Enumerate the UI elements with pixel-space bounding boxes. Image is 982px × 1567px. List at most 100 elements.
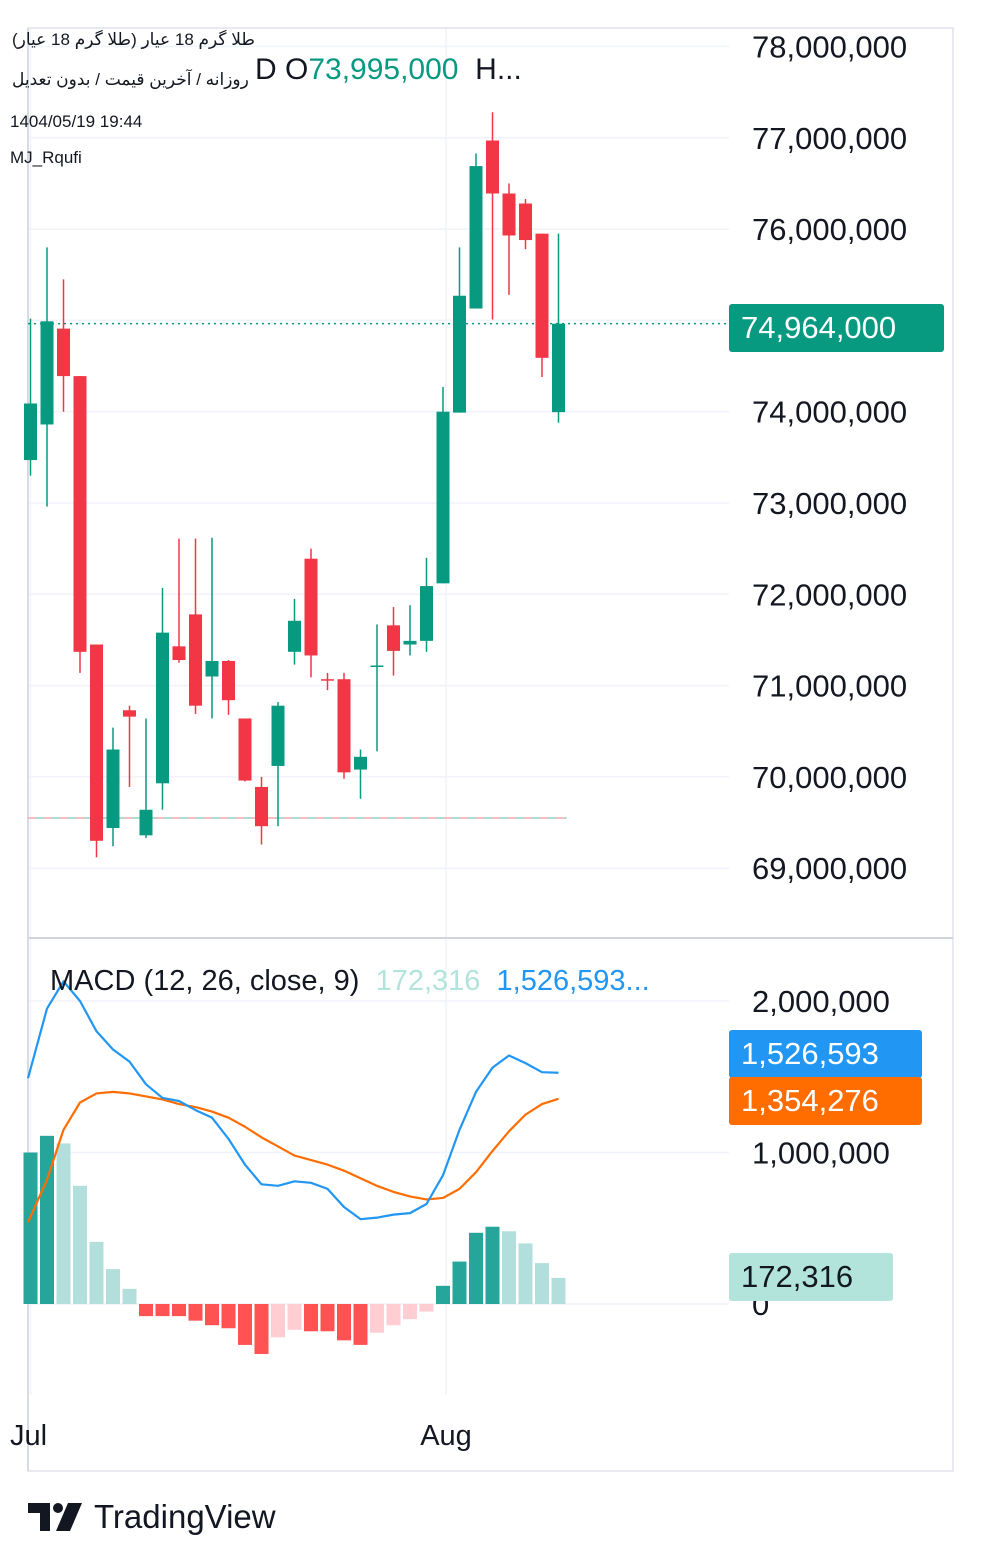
histogram-bar	[502, 1231, 516, 1304]
candle	[354, 749, 367, 799]
histogram-bar	[436, 1285, 450, 1304]
candle-body	[205, 660, 219, 677]
candle	[106, 727, 120, 847]
instrument-title: طلا گرم 18 عیار (طلا گرم 18 عیار)	[12, 30, 255, 49]
histogram-bar	[485, 1226, 500, 1304]
candle-body	[106, 749, 120, 829]
histogram-bar	[221, 1304, 236, 1329]
candle	[57, 279, 70, 412]
candle	[519, 198, 532, 250]
price-tick-label: 70,000,000	[752, 760, 907, 795]
candle-body	[24, 403, 37, 461]
histogram-bar	[320, 1304, 335, 1332]
candle	[436, 387, 450, 584]
tradingview-logo-icon	[28, 1503, 82, 1531]
candle-body	[469, 166, 483, 309]
macd-line	[26, 980, 559, 1221]
price-tick-label: 74,000,000	[752, 395, 907, 430]
histogram-bar	[254, 1304, 269, 1354]
histogram-bar	[40, 1135, 54, 1304]
candle	[172, 538, 186, 663]
time-tick-label: Jul	[10, 1420, 47, 1452]
candle-body	[337, 679, 351, 773]
candle	[453, 247, 466, 413]
histogram-bar	[56, 1143, 71, 1304]
histogram-bar	[403, 1304, 417, 1320]
candle	[156, 587, 169, 810]
price-tick-label: 71,000,000	[752, 669, 907, 704]
open-value: 73,995,000	[308, 53, 459, 86]
price-tick-label: 73,000,000	[752, 486, 907, 521]
candle-body	[255, 786, 268, 827]
candle	[486, 112, 499, 320]
histogram-bar	[122, 1288, 137, 1304]
candle	[552, 233, 565, 423]
candle	[40, 247, 54, 507]
chart-subtitle: روزانه / آخرین قیمت / بدون تعدیل	[12, 70, 249, 89]
histogram-bar	[304, 1304, 318, 1332]
histogram-bar	[238, 1304, 252, 1345]
candle-body	[420, 586, 433, 641]
last-price-label: 74,964,000	[729, 304, 944, 352]
candle	[238, 718, 252, 782]
candle-body	[123, 710, 136, 717]
histogram-bar	[551, 1277, 566, 1304]
candle-body	[403, 640, 417, 645]
signal-line-label: 1,354,276	[729, 1077, 922, 1125]
candle-body	[502, 193, 516, 236]
candle	[420, 557, 433, 652]
macd-histogram	[23, 1135, 566, 1354]
tradingview-brand: TradingView	[94, 1498, 276, 1535]
candle	[304, 548, 318, 678]
macd-value: 1,526,593...	[496, 965, 650, 997]
candle	[469, 153, 483, 309]
candle-body	[189, 614, 202, 706]
price-tick-label: 72,000,000	[752, 577, 907, 612]
macd-legend[interactable]: MACD (12, 26, close, 9) 172,316 1,526,59…	[50, 965, 650, 998]
price-axis[interactable]: 78,000,000 77,000,000 76,000,000 74,000,000…	[752, 30, 907, 887]
candle	[24, 318, 37, 476]
macd-lines	[26, 980, 559, 1223]
histogram-bar	[370, 1304, 384, 1333]
candle-body	[139, 809, 153, 836]
histogram-bar	[139, 1304, 153, 1317]
candle	[387, 607, 400, 676]
candle-body	[486, 140, 499, 194]
candle-body	[387, 625, 400, 651]
histogram-bar	[386, 1304, 401, 1326]
snapshot-datetime: 1404/05/19 19:44	[10, 112, 143, 131]
candle-body	[436, 411, 450, 584]
histogram-bar	[73, 1185, 87, 1304]
ohlc-legend: D O73,995,000 H...	[255, 53, 522, 87]
macd-line-label: 1,526,593	[729, 1030, 922, 1078]
candle-body	[271, 705, 285, 766]
candle-body	[304, 558, 318, 656]
histogram-bar	[205, 1304, 219, 1326]
histogram-bar	[535, 1263, 549, 1304]
candle-body	[40, 321, 54, 425]
time-axis[interactable]: Jul Aug	[10, 1420, 472, 1452]
histogram-bar	[106, 1269, 120, 1304]
macd-tick-label: 1,000,000	[752, 1136, 890, 1171]
macd-title: MACD (12, 26, close, 9)	[50, 965, 360, 997]
histogram-label: 172,316	[729, 1253, 893, 1301]
macd-hist-value: 172,316	[375, 965, 481, 997]
histogram-bar	[419, 1304, 434, 1312]
candle	[502, 183, 516, 295]
histogram-bar	[172, 1304, 186, 1317]
candle	[90, 644, 103, 858]
candle	[189, 538, 202, 714]
ohlc-suffix: H...	[475, 53, 522, 86]
candle-body	[535, 233, 549, 358]
candle-body	[156, 632, 169, 784]
candle-body	[552, 323, 565, 413]
tradingview-logo[interactable]: TradingView	[28, 1498, 276, 1536]
histogram-bar	[337, 1304, 351, 1341]
candle	[337, 672, 351, 779]
price-tick-label: 76,000,000	[752, 212, 907, 247]
candle-body	[519, 203, 532, 241]
histogram-bar	[23, 1152, 38, 1304]
candle-body	[288, 620, 301, 652]
